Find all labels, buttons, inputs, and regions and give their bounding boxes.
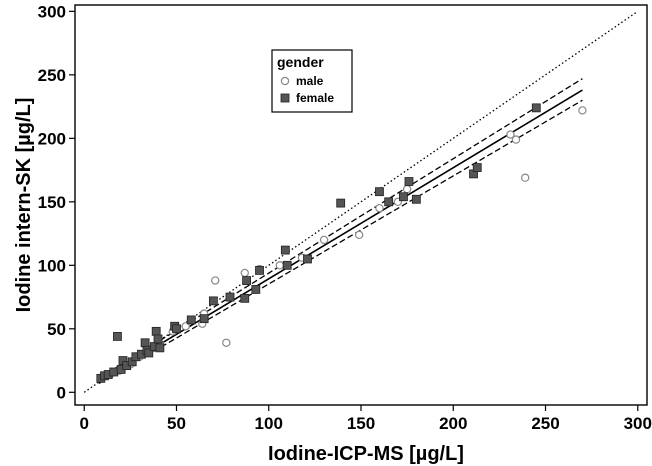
female-point <box>140 338 150 348</box>
legend-title: gender <box>277 54 324 70</box>
legend: gender male female <box>271 49 353 113</box>
female-point <box>255 265 264 275</box>
female-point <box>199 314 209 324</box>
male-point <box>211 276 220 285</box>
female-point <box>251 285 261 294</box>
y-tick-label: 250 <box>38 66 66 85</box>
male-point <box>275 261 285 270</box>
female-point <box>280 245 290 255</box>
male-point <box>521 173 530 182</box>
x-tick-label: 50 <box>167 414 186 433</box>
female-point <box>399 192 408 202</box>
legend-label-female: female <box>296 91 334 105</box>
male-point <box>402 184 412 194</box>
female-point <box>144 348 154 358</box>
female-point <box>282 260 292 270</box>
lower-confidence-line <box>98 99 583 384</box>
male-point <box>240 268 249 278</box>
male-point <box>222 338 231 347</box>
legend-female-marker <box>280 93 290 103</box>
male-point <box>506 130 515 139</box>
female-point <box>113 332 122 341</box>
y-tick-label: 0 <box>57 383 66 402</box>
y-tick-label: 50 <box>47 320 66 339</box>
x-axis-title: Iodine-ICP-MS [µg/L] <box>268 443 464 465</box>
female-point <box>186 315 196 325</box>
female-point <box>172 324 181 334</box>
female-point <box>242 276 252 285</box>
y-tick-label: 200 <box>38 129 66 148</box>
legend-label-male: male <box>296 74 324 88</box>
female-point <box>153 334 163 344</box>
female-point <box>151 326 161 336</box>
female-point <box>375 187 384 197</box>
female-point <box>404 177 414 186</box>
female-point <box>411 194 421 204</box>
male-point <box>578 106 587 115</box>
male-point <box>354 230 364 240</box>
female-point <box>384 197 394 207</box>
x-tick-label: 0 <box>79 414 88 433</box>
female-point <box>472 163 482 172</box>
female-point <box>336 198 346 208</box>
x-tick-label: 200 <box>439 414 467 433</box>
axes: 0 50 100 150 200 250 300 0 50 100 150 200 250 300 Iodi… <box>13 2 652 465</box>
female-point <box>208 296 218 306</box>
y-axis-title: Iodine intern-SK [µg/L] <box>13 98 35 313</box>
y-tick-label: 300 <box>38 2 66 21</box>
x-tick-label: 250 <box>531 414 559 433</box>
male-point <box>511 135 521 144</box>
x-tick-label: 150 <box>347 414 375 433</box>
x-tick-label: 100 <box>255 414 283 433</box>
y-tick-label: 150 <box>38 193 66 212</box>
female-point <box>155 343 165 353</box>
male-point <box>181 322 190 331</box>
data-points <box>96 103 587 383</box>
female-point <box>303 254 312 264</box>
female-point <box>240 293 250 303</box>
female-point <box>109 367 119 377</box>
fit-lines <box>83 10 639 393</box>
female-point <box>531 103 541 113</box>
female-point <box>225 292 235 302</box>
male-point <box>319 235 329 245</box>
y-tick-label: 100 <box>38 256 66 275</box>
legend-male-marker <box>280 76 290 86</box>
identity-line <box>83 10 639 393</box>
male-point <box>375 203 384 213</box>
x-tick-label: 300 <box>624 414 652 433</box>
